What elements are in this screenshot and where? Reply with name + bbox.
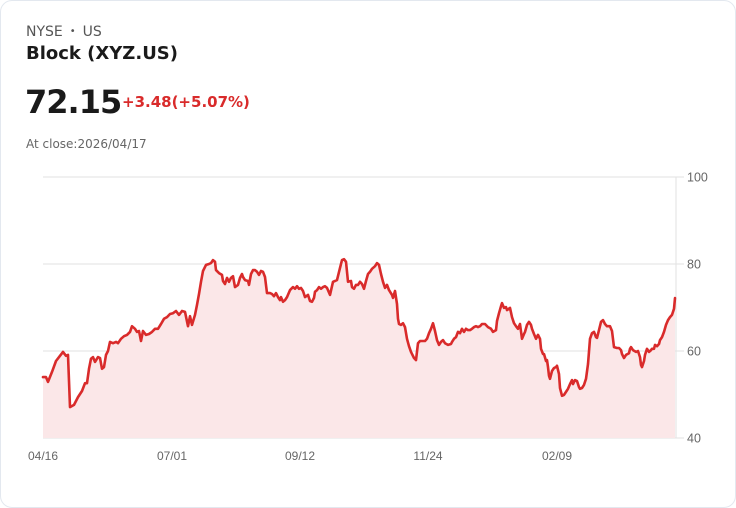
x-tick-label: 09/12	[285, 449, 315, 463]
close-time: At close:2026/04/17	[26, 137, 147, 151]
exchange-label: NYSE	[26, 24, 63, 40]
y-axis: 40 60 80 100	[687, 171, 708, 446]
x-tick-label: 02/09	[542, 449, 572, 463]
current-price: 72.15	[25, 83, 122, 121]
x-tick-label: 04/16	[28, 449, 58, 463]
x-tick-label: 11/24	[413, 449, 442, 463]
separator-dot: •	[69, 26, 76, 37]
exchange-line: NYSE • US	[26, 24, 102, 40]
y-tick-label: 60	[687, 345, 701, 359]
price-area-fill	[43, 259, 675, 438]
stock-title: Block (XYZ.US)	[26, 43, 178, 64]
price-change: +3.48(+5.07%)	[122, 93, 250, 111]
y-tick-label: 100	[687, 171, 708, 185]
x-tick-label: 07/01	[157, 449, 187, 463]
price-line	[41, 257, 677, 409]
x-axis: 04/16 07/01 09/12 11/24 02/09	[28, 449, 572, 463]
y-tick-label: 80	[687, 258, 701, 272]
y-tick-label: 40	[687, 432, 701, 446]
region-label: US	[82, 24, 102, 40]
